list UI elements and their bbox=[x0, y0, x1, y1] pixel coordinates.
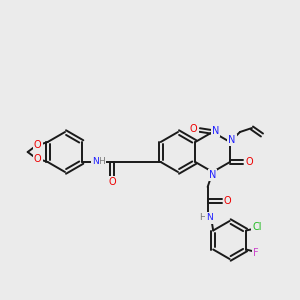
Text: N: N bbox=[206, 214, 213, 223]
Text: N: N bbox=[92, 158, 99, 166]
Text: O: O bbox=[245, 157, 253, 167]
Text: O: O bbox=[190, 124, 197, 134]
Text: O: O bbox=[224, 196, 232, 206]
Text: N: N bbox=[228, 135, 236, 145]
Text: N: N bbox=[212, 126, 219, 136]
Text: H: H bbox=[98, 158, 105, 166]
Text: N: N bbox=[209, 170, 216, 180]
Text: O: O bbox=[34, 154, 41, 164]
Text: H: H bbox=[199, 214, 206, 223]
Text: F: F bbox=[253, 248, 259, 257]
Text: O: O bbox=[109, 177, 116, 187]
Text: O: O bbox=[34, 140, 41, 150]
Text: Cl: Cl bbox=[252, 223, 262, 232]
